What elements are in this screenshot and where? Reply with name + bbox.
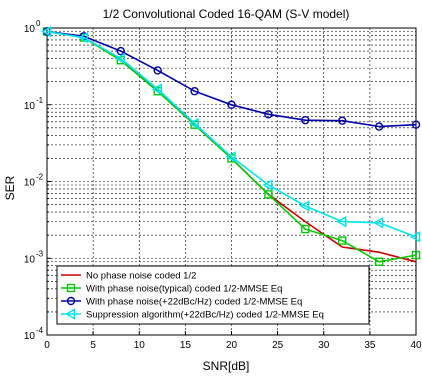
legend-label: Suppression algorithm(+22dBc/Hz) coded 1… <box>86 310 324 321</box>
legend-label: No phase noise coded 1/2 <box>86 271 196 282</box>
data-point <box>410 231 421 243</box>
legend-entry: No phase noise coded 1/2 <box>61 271 196 282</box>
x-tick-label: 40 <box>410 340 422 351</box>
data-point <box>114 52 126 65</box>
series-4 <box>41 25 421 243</box>
data-point <box>411 120 421 129</box>
y-tick-label: 10 <box>24 331 36 342</box>
data-point <box>153 66 162 75</box>
y-tick-label: 10 <box>24 101 36 112</box>
legend-swatch-marker <box>66 296 76 306</box>
data-point <box>336 215 347 228</box>
grid-layer <box>47 28 416 335</box>
legend-swatch-marker <box>65 308 76 320</box>
x-axis-label: SNR[dB] <box>203 359 250 373</box>
data-point <box>338 116 347 125</box>
series-layer <box>41 25 421 266</box>
y-tick-exponent: -4 <box>36 326 44 335</box>
x-tick-label: 20 <box>226 340 238 351</box>
legend-entry: With phase noise(+22dBc/Hz) coded 1/2-MM… <box>61 297 302 308</box>
legend-swatch-marker <box>66 283 76 293</box>
y-tick-exponent: 0 <box>36 19 41 28</box>
x-tick-label: 30 <box>318 340 330 351</box>
data-point <box>41 25 52 38</box>
legend-label: With phase noise(+22dBc/Hz) coded 1/2-MM… <box>86 297 302 308</box>
y-axis-label: SER <box>3 175 17 200</box>
legend-entry: Suppression algorithm(+22dBc/Hz) coded 1… <box>61 308 324 321</box>
data-point <box>338 236 347 245</box>
data-point <box>188 117 199 130</box>
x-tick-label: 35 <box>364 340 376 351</box>
data-point <box>264 190 273 199</box>
legend-entry: With phase noise(typical) coded 1/2-MMSE… <box>61 284 282 295</box>
x-tick-label: 0 <box>44 340 50 351</box>
y-tick-exponent: -1 <box>36 96 44 105</box>
y-tick-label: 10 <box>24 254 36 265</box>
series-line <box>46 30 417 128</box>
chart-title: 1/2 Convolutional Coded 16-QAM (S-V mode… <box>103 7 350 21</box>
y-tick-label: 10 <box>24 24 36 35</box>
data-point <box>151 83 162 95</box>
x-tick-label: 10 <box>134 340 146 351</box>
data-point <box>374 122 384 131</box>
y-tick-exponent: -2 <box>36 173 44 182</box>
data-point <box>262 179 273 191</box>
series-line <box>46 30 417 263</box>
x-tick-label: 25 <box>272 340 284 351</box>
data-point <box>264 110 273 119</box>
series-line <box>46 30 417 238</box>
data-point <box>299 200 310 212</box>
data-point <box>373 217 384 229</box>
data-point <box>301 224 310 234</box>
data-point <box>301 115 310 125</box>
legend-box <box>56 265 370 325</box>
data-point <box>77 31 89 44</box>
legend: No phase noise coded 1/2 With phase noise… <box>56 265 370 325</box>
data-point <box>116 46 126 56</box>
data-point <box>411 250 421 260</box>
legend-items: No phase noise coded 1/2 With phase noise… <box>61 271 324 321</box>
x-tick-label: 15 <box>180 340 192 351</box>
data-point <box>227 100 236 109</box>
data-point <box>225 151 236 163</box>
data-point <box>374 257 384 266</box>
data-point <box>190 87 199 96</box>
y-tick-exponent: -3 <box>36 249 44 258</box>
x-tick-label: 5 <box>90 340 96 351</box>
y-tick-label: 10 <box>24 178 36 189</box>
legend-label: With phase noise(typical) coded 1/2-MMSE… <box>86 284 282 295</box>
